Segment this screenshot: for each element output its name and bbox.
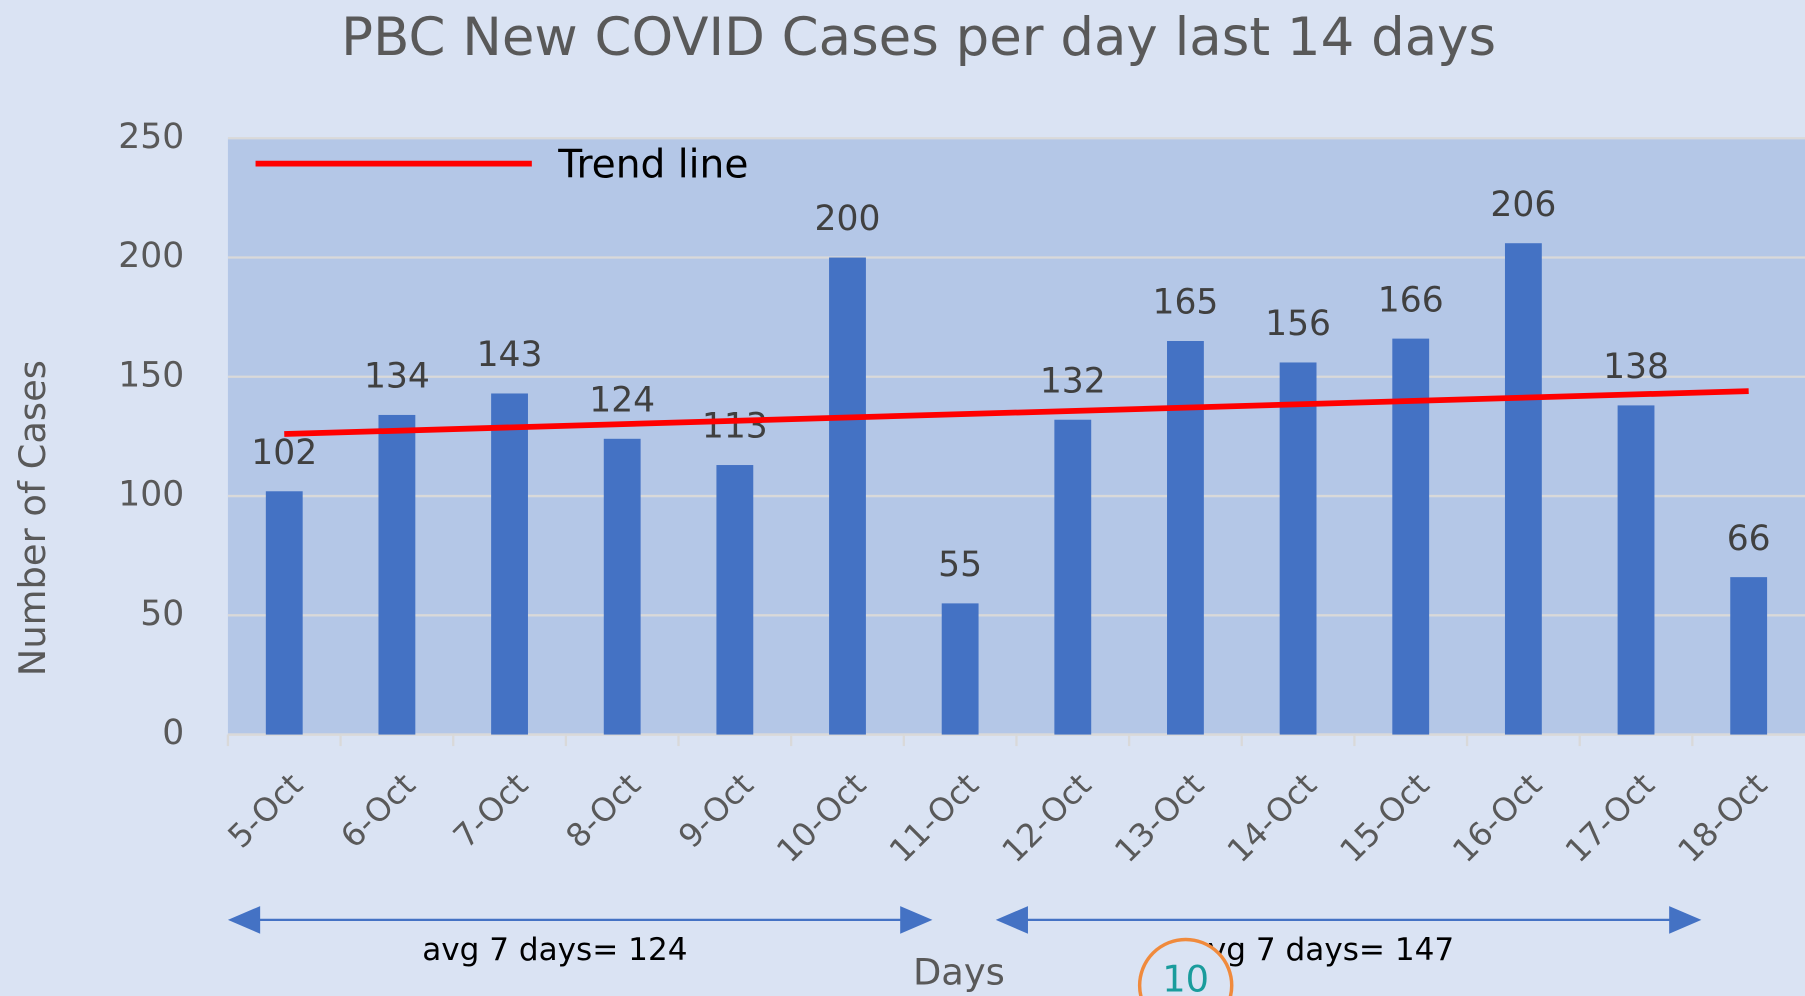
- legend-label: Trend line: [557, 143, 748, 188]
- data-label: 113: [702, 407, 768, 447]
- y-axis-title: Number of Cases: [11, 360, 54, 676]
- bar: [716, 465, 754, 735]
- bar: [491, 393, 528, 735]
- annotation: avg 7 days= 124: [422, 932, 687, 968]
- bar: [378, 414, 416, 735]
- data-label: 166: [1378, 280, 1444, 320]
- bar: [1617, 405, 1655, 735]
- annotation: avg 7 days= 147: [1189, 932, 1454, 968]
- data-label: 206: [1490, 185, 1556, 225]
- data-label: 200: [815, 199, 881, 239]
- data-label: 134: [364, 357, 430, 397]
- bar: [1504, 243, 1542, 735]
- data-label: 102: [251, 433, 317, 473]
- right-arrow: [995, 906, 1702, 934]
- y-tick-label: 0: [162, 713, 184, 753]
- data-label: 124: [589, 380, 655, 420]
- data-label: 55: [938, 545, 982, 585]
- trend-line: [284, 388, 1749, 437]
- bar: [941, 603, 979, 735]
- data-label: 156: [1265, 304, 1331, 344]
- chart-title: PBC New COVID Cases per day last 14 days: [341, 7, 1496, 68]
- data-label: 132: [1040, 361, 1106, 401]
- bar: [1054, 419, 1092, 735]
- y-tick-label: 50: [140, 594, 184, 634]
- data-label: 138: [1603, 347, 1669, 387]
- bar: [1392, 338, 1430, 735]
- bar: [265, 491, 303, 735]
- bar: [603, 438, 641, 735]
- x-axis-title: Days: [913, 950, 1005, 993]
- data-label: 165: [1152, 283, 1218, 323]
- page-number: 10: [1162, 957, 1209, 996]
- data-label: 143: [477, 335, 543, 375]
- bar: [1730, 577, 1768, 735]
- left-arrow: [227, 906, 933, 934]
- y-tick-label: 250: [118, 117, 184, 157]
- y-tick-label: 200: [118, 236, 184, 276]
- data-label: 66: [1727, 519, 1771, 559]
- plot-area: [227, 138, 1805, 735]
- bar: [1167, 341, 1204, 735]
- bar: [1279, 362, 1317, 735]
- page-badge: [1137, 937, 1234, 996]
- bar: [829, 257, 866, 735]
- y-tick-label: 100: [118, 475, 184, 515]
- y-tick-label: 150: [118, 355, 184, 395]
